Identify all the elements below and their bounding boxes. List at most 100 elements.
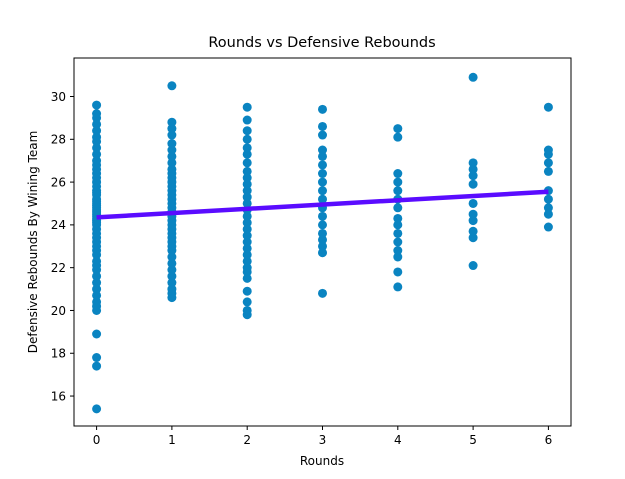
y-tick-label-22: 22 (51, 261, 66, 275)
data-point-x6-5 (543, 166, 553, 176)
data-point-x2-27 (242, 115, 252, 125)
data-point-x2-18 (242, 186, 252, 196)
data-point-x2-9 (242, 243, 252, 253)
data-point-x3-11 (318, 169, 327, 179)
data-point-x2-8 (242, 250, 252, 260)
y-axis-label: Defensive Rebounds By Wining Team (26, 131, 40, 354)
trendline-layer (96, 189, 549, 220)
data-point-x3-12 (318, 160, 327, 170)
data-point-x0-7 (92, 290, 102, 300)
data-point-x4-4 (393, 237, 403, 247)
data-point-x4-2 (393, 252, 403, 262)
data-point-x1-6 (167, 258, 177, 268)
points-layer (92, 72, 553, 414)
data-point-x3-17 (318, 104, 327, 114)
data-point-x2-2 (242, 297, 252, 307)
data-point-x3-9 (318, 186, 327, 196)
data-point-x3-10 (318, 177, 327, 187)
data-point-x2-7 (242, 256, 252, 266)
trendline (96, 189, 549, 220)
data-point-x4-1 (393, 267, 403, 277)
y-tick-label-26: 26 (51, 175, 66, 189)
data-point-x5-8 (468, 164, 478, 174)
data-point-x2-1 (242, 305, 252, 315)
data-point-x0-51 (92, 109, 102, 119)
data-point-x1-35 (167, 81, 177, 91)
data-point-x1-5 (167, 265, 177, 275)
data-point-x3-3 (318, 235, 327, 245)
y-tick-label-18: 18 (51, 347, 66, 361)
data-point-x2-11 (242, 231, 252, 241)
x-tick-label-3: 3 (319, 433, 327, 447)
data-point-x3-4 (318, 228, 327, 238)
data-point-x3-2 (318, 241, 327, 251)
data-point-x2-17 (242, 192, 252, 202)
x-tick-label-4: 4 (394, 433, 402, 447)
data-point-x6-9 (543, 102, 553, 112)
data-point-x6-8 (543, 145, 553, 155)
data-point-x4-14 (393, 124, 403, 134)
data-point-x3-16 (318, 121, 327, 131)
data-point-x1-31 (167, 139, 177, 149)
data-point-x1-34 (167, 117, 177, 127)
data-point-x0-47 (92, 132, 102, 142)
data-point-x0-1 (92, 361, 102, 371)
y-tick-label-28: 28 (51, 133, 66, 147)
data-point-x4-0 (393, 282, 403, 292)
data-point-x5-0 (468, 261, 478, 271)
data-point-x3-6 (318, 211, 327, 221)
data-point-x1-30 (167, 145, 177, 155)
data-point-x5-9 (468, 158, 478, 168)
data-point-x3-14 (318, 145, 327, 155)
data-point-x2-14 (242, 211, 252, 221)
data-point-x0-0 (92, 404, 102, 414)
data-point-x1-32 (167, 130, 177, 140)
data-point-x0-10 (92, 271, 102, 281)
data-point-x0-13 (92, 256, 102, 266)
data-point-x2-12 (242, 224, 252, 234)
data-point-x3-13 (318, 151, 327, 161)
data-point-x0-9 (92, 278, 102, 288)
data-point-x2-3 (242, 286, 252, 296)
data-point-x2-16 (242, 198, 252, 208)
data-point-x4-10 (393, 186, 403, 196)
data-point-x3-8 (318, 194, 327, 204)
data-point-x5-3 (468, 216, 478, 226)
x-tick-label-1: 1 (168, 433, 176, 447)
data-point-x0-45 (92, 143, 102, 153)
data-point-x2-20 (242, 173, 252, 183)
data-point-x0-44 (92, 149, 102, 159)
data-point-x1-7 (167, 252, 177, 262)
data-point-x2-28 (242, 102, 252, 112)
x-axis: 0 1 2 3 4 5 6 (93, 426, 552, 447)
data-point-x2-23 (242, 149, 252, 159)
data-point-x2-24 (242, 143, 252, 153)
data-point-x4-7 (393, 213, 403, 223)
data-point-x6-0 (543, 222, 553, 232)
data-point-x0-49 (92, 119, 102, 129)
data-point-x6-2 (543, 203, 553, 213)
data-point-x0-2 (92, 353, 102, 363)
y-tick-label-16: 16 (51, 389, 66, 403)
data-point-x1-2 (167, 284, 177, 294)
data-point-x3-1 (318, 248, 327, 258)
data-point-x6-1 (543, 209, 553, 219)
data-point-x0-48 (92, 126, 102, 136)
data-point-x0-6 (92, 297, 102, 307)
data-point-x5-6 (468, 179, 478, 189)
y-axis: 16 18 20 22 24 26 28 30 (51, 90, 74, 403)
data-point-x0-3 (92, 329, 102, 339)
data-point-x5-2 (468, 226, 478, 236)
data-point-x4-11 (393, 177, 403, 187)
data-point-x5-5 (468, 198, 478, 208)
data-point-x6-6 (543, 158, 553, 168)
data-point-x1-27 (167, 164, 177, 174)
data-point-x2-26 (242, 126, 252, 136)
data-point-x4-3 (393, 246, 403, 256)
data-point-x4-13 (393, 132, 403, 142)
data-point-x1-33 (167, 124, 177, 134)
x-tick-label-2: 2 (243, 433, 251, 447)
